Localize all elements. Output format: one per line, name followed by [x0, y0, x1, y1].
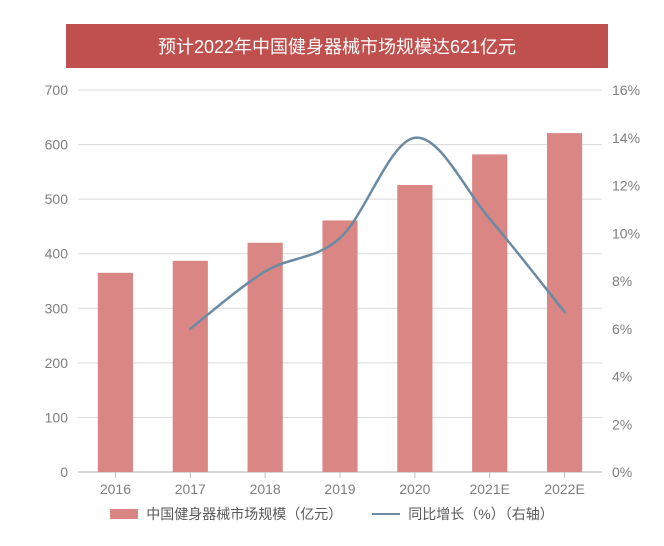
chart-legend: 中国健身器械市场规模（亿元） 同比增长（%）（右轴） — [0, 504, 664, 524]
x-tick-label: 2020 — [399, 481, 430, 497]
growth-line — [190, 138, 564, 329]
x-tick-label: 2019 — [324, 481, 355, 497]
y-left-tick: 300 — [45, 300, 69, 316]
y-left-tick: 400 — [45, 246, 69, 262]
legend-line-swatch — [372, 513, 400, 515]
y-right-tick: 10% — [612, 225, 640, 241]
y-right-tick: 6% — [612, 321, 632, 337]
x-tick-label: 2017 — [175, 481, 206, 497]
y-right-tick: 16% — [612, 82, 640, 98]
bar — [547, 133, 582, 472]
bar — [322, 220, 357, 472]
x-tick-label: 2018 — [250, 481, 281, 497]
y-left-tick: 500 — [45, 191, 69, 207]
x-tick-label: 2022E — [544, 481, 584, 497]
y-right-tick: 12% — [612, 178, 640, 194]
bar — [397, 185, 432, 472]
chart-canvas: 0 100 200 300 400 500 600 700 0% 2% 4% 6% 8% 10% 12% 14… — [0, 0, 664, 546]
y-left-tick: 600 — [45, 137, 69, 153]
legend-bar-label: 中国健身器械市场规模（亿元） — [146, 504, 342, 524]
y-left-tick: 0 — [60, 464, 68, 480]
bar — [98, 273, 133, 472]
bar — [173, 261, 208, 472]
y-right-tick: 2% — [612, 416, 632, 432]
y-right-tick: 0% — [612, 464, 632, 480]
y-left-tick: 100 — [45, 409, 69, 425]
legend-bar-swatch — [110, 509, 138, 519]
y-right-tick: 14% — [612, 130, 640, 146]
y-right-tick: 8% — [612, 273, 632, 289]
y-left-tick: 700 — [45, 82, 69, 98]
y-right-tick: 4% — [612, 369, 632, 385]
legend-line-label: 同比增长（%）（右轴） — [408, 504, 553, 524]
x-tick-label: 2016 — [100, 481, 131, 497]
bar — [248, 243, 283, 472]
x-tick-label: 2021E — [469, 481, 509, 497]
y-left-tick: 200 — [45, 355, 69, 371]
